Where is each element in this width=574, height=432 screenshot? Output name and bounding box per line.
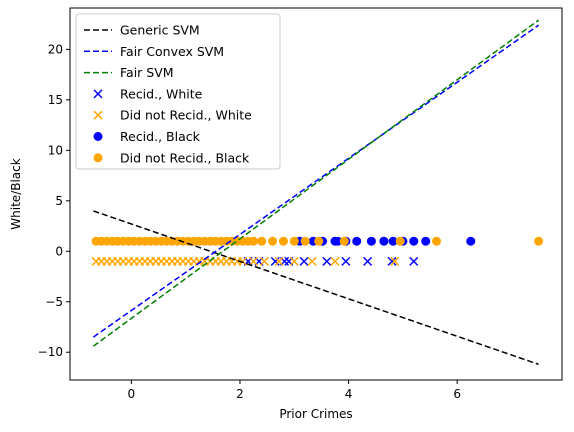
legend-item: Fair SVM <box>84 65 174 80</box>
legend-swatch <box>93 89 103 99</box>
legend-swatch <box>93 110 103 120</box>
data-point <box>333 236 343 246</box>
legend-label: Did not Recid., White <box>120 108 252 123</box>
x-tick-label: 2 <box>236 387 244 401</box>
y-tick-label: 20 <box>48 42 63 56</box>
y-tick-label: −10 <box>38 345 63 359</box>
data-point <box>270 256 280 266</box>
y-axis-title: White/Black <box>9 158 23 229</box>
data-point <box>289 256 299 266</box>
legend: Generic SVM Fair Convex SVM Fair SVM Recid.… <box>75 13 281 170</box>
data-point <box>387 256 397 266</box>
chart-marks <box>91 19 544 366</box>
series-3 <box>91 236 544 246</box>
data-point <box>466 236 476 246</box>
data-point <box>432 236 442 246</box>
data-point <box>300 236 310 246</box>
y-tick-label: −5 <box>45 295 63 309</box>
data-point <box>257 236 267 246</box>
data-point <box>352 236 362 246</box>
y-tick-label: 10 <box>48 143 63 157</box>
data-point <box>249 236 259 246</box>
data-point <box>249 256 259 266</box>
data-point <box>366 236 376 246</box>
legend-swatch <box>93 153 103 163</box>
data-point <box>421 236 431 246</box>
data-point <box>390 256 400 266</box>
line-0 <box>93 210 539 366</box>
legend-label: Did not Recid., Black <box>120 150 250 165</box>
x-tick-label: 6 <box>453 387 461 401</box>
x-axis-ticks: 0 2 4 6 <box>128 380 461 401</box>
data-point <box>395 236 405 246</box>
data-point <box>534 236 544 246</box>
data-point <box>289 236 299 246</box>
line-1 <box>92 24 540 338</box>
data-point <box>278 236 288 246</box>
series-1 <box>91 256 400 266</box>
legend-item: Did not Recid., Black <box>93 150 250 165</box>
x-axis-title: Prior Crimes <box>279 407 352 421</box>
legend-item: Fair Convex SVM <box>84 44 224 59</box>
legend-box <box>75 13 281 170</box>
data-point <box>299 256 309 266</box>
data-point <box>268 236 278 246</box>
data-point <box>388 236 398 246</box>
legend-label: Fair Convex SVM <box>120 44 224 59</box>
x-tick-label: 4 <box>345 387 353 401</box>
legend-item: Generic SVM <box>84 23 200 38</box>
x-tick-label: 0 <box>128 387 136 401</box>
data-point <box>341 256 351 266</box>
legend-swatch <box>93 132 103 141</box>
y-axis-ticks: −10 −5 0 5 10 15 20 <box>38 42 70 359</box>
data-point <box>363 256 373 266</box>
y-tick-label: 5 <box>55 194 63 208</box>
data-point <box>339 236 349 246</box>
plot-frame <box>69 7 563 381</box>
legend-item: Recid., Black <box>93 129 201 144</box>
data-point <box>322 256 332 266</box>
data-point <box>379 236 389 246</box>
y-tick-label: 15 <box>48 93 63 107</box>
data-point <box>409 236 419 246</box>
y-tick-label: 0 <box>55 244 63 258</box>
legend-label: Recid., Black <box>120 129 201 144</box>
data-point <box>409 256 419 266</box>
legend-item: Recid., White <box>93 86 203 101</box>
data-point <box>330 256 340 266</box>
data-point <box>314 236 324 246</box>
line-2 <box>92 19 540 347</box>
data-point <box>238 256 248 266</box>
data-point <box>274 256 284 266</box>
legend-label: Generic SVM <box>120 23 200 38</box>
legend-item: Did not Recid., White <box>93 108 252 123</box>
data-point <box>259 256 269 266</box>
legend-label: Recid., White <box>120 86 203 101</box>
legend-label: Fair SVM <box>120 65 174 80</box>
data-point <box>307 256 317 266</box>
